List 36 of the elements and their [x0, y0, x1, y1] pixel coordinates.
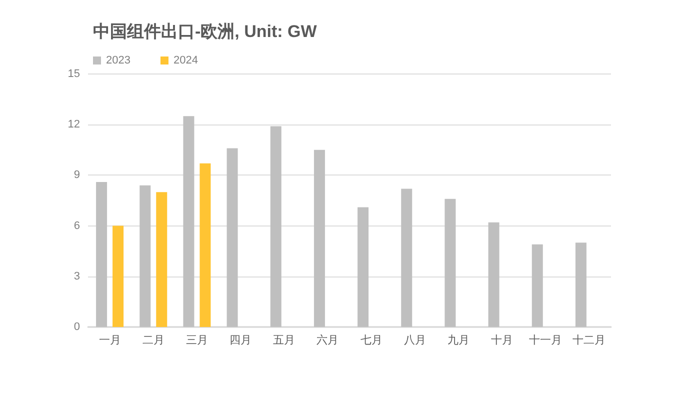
- y-tick-label: 15: [68, 68, 80, 80]
- x-tick-label: 五月: [273, 334, 296, 346]
- y-tick-label: 0: [74, 321, 80, 333]
- x-tick-label: 二月: [142, 334, 164, 346]
- y-tick-label: 3: [74, 270, 80, 282]
- x-tick-label: 八月: [404, 334, 426, 346]
- legend-label: 2023: [106, 54, 130, 66]
- bar: [96, 182, 108, 327]
- y-tick-label: 12: [68, 118, 80, 131]
- bar: [140, 185, 151, 327]
- x-tick-label: 九月: [447, 334, 470, 346]
- x-tick-label: 四月: [230, 334, 252, 346]
- bar: [575, 242, 586, 327]
- bar: [156, 192, 168, 327]
- bar: [314, 150, 325, 327]
- chart-title: 中国组件出口-欧洲, Unit: GW: [93, 22, 318, 41]
- bar: [200, 163, 211, 327]
- bar: [226, 148, 238, 327]
- x-tick-label: 十一月: [529, 334, 562, 346]
- x-tick-label: 十二月: [572, 334, 606, 346]
- bar: [270, 126, 282, 327]
- bar: [358, 207, 369, 327]
- bar: [183, 116, 194, 327]
- bar: [444, 198, 456, 327]
- bar: [532, 244, 543, 327]
- x-tick-label: 一月: [98, 334, 121, 346]
- x-tick-label: 十月: [491, 334, 514, 346]
- bar: [401, 188, 412, 327]
- y-tick-label: 9: [74, 169, 80, 182]
- x-tick-label: 七月: [360, 334, 382, 346]
- legend-label: 2024: [173, 54, 198, 66]
- x-tick-label: 三月: [186, 334, 208, 346]
- y-tick-label: 6: [74, 220, 80, 232]
- bar: [488, 222, 500, 327]
- x-tick-label: 六月: [316, 334, 339, 346]
- bar: [112, 226, 124, 327]
